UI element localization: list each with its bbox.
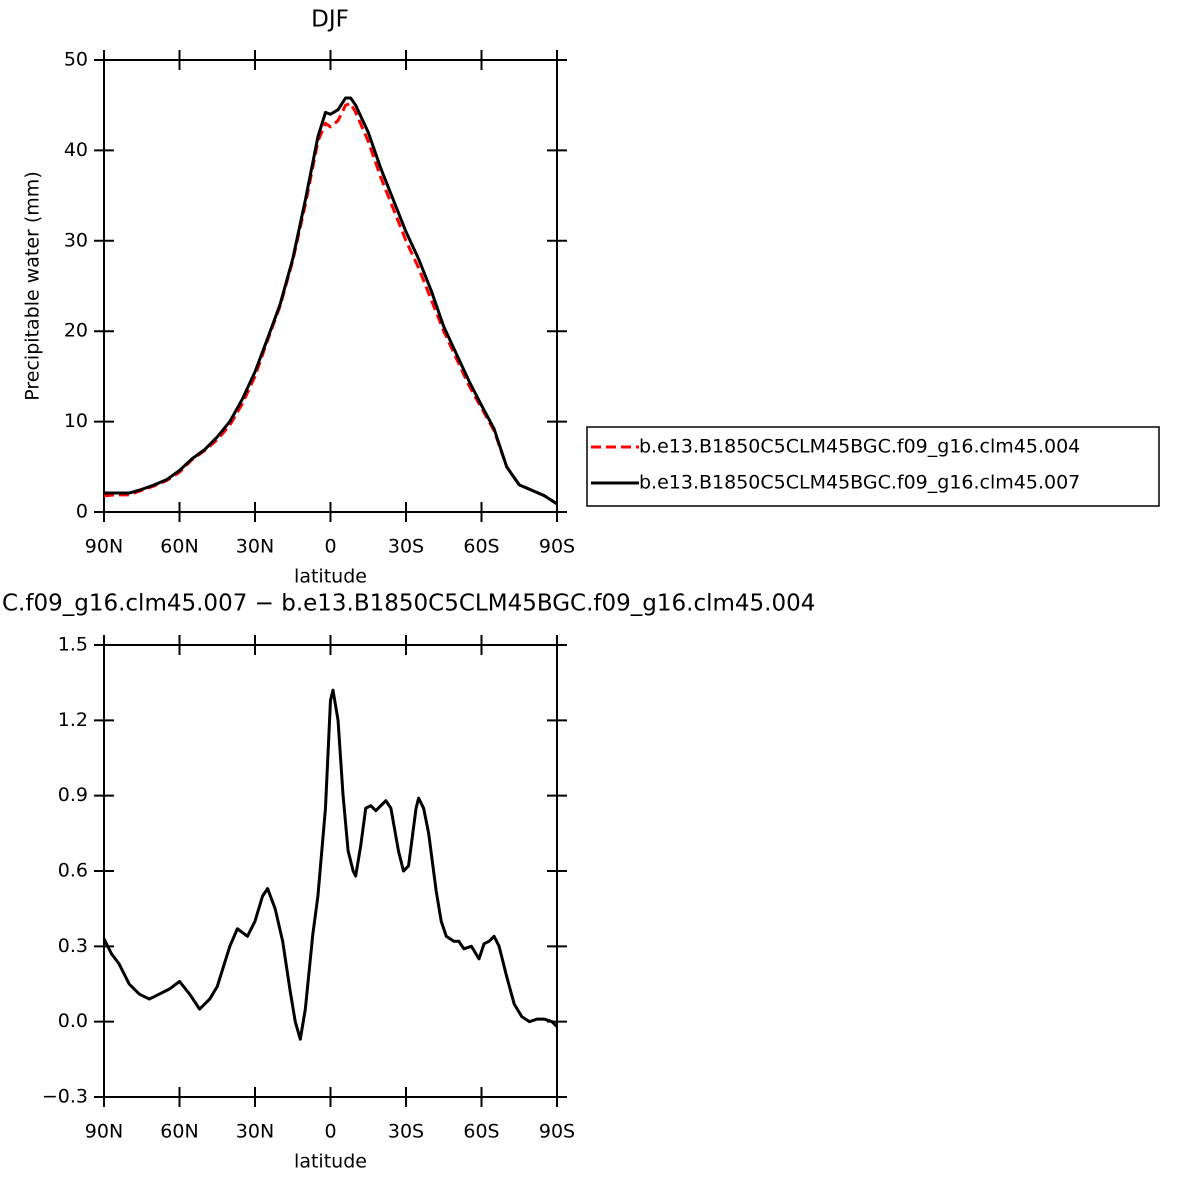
y-tick-label: 0.6	[58, 860, 88, 882]
plot-frame	[103, 59, 558, 513]
x-tick-label: 90S	[539, 536, 575, 558]
x-tick-label: 0	[324, 1121, 336, 1143]
x-axis-label: latitude	[294, 566, 367, 588]
y-tick-label: 1.2	[58, 709, 88, 731]
y-tick-label: 40	[64, 139, 88, 161]
x-tick-label: 30S	[388, 1121, 424, 1143]
data-line	[104, 96, 558, 506]
x-tick-label: 60N	[160, 536, 198, 558]
x-tick-label: 0	[324, 536, 336, 558]
y-tick-label: 20	[64, 320, 88, 342]
data-line	[102, 688, 559, 1041]
data-line	[103, 101, 558, 506]
x-tick-label: 60S	[463, 536, 499, 558]
x-tick-label: 30S	[388, 536, 424, 558]
legend-box	[586, 426, 1160, 507]
y-tick-label: 1.5	[58, 634, 88, 656]
y-tick-label: 0	[76, 501, 88, 523]
y-tick-label: 10	[64, 410, 88, 432]
x-tick-label: 30N	[236, 536, 274, 558]
x-tick-label: 90S	[539, 1121, 575, 1143]
y-tick-label: 0.0	[58, 1010, 88, 1032]
x-tick-label: 60S	[463, 1121, 499, 1143]
x-axis-label: latitude	[294, 1151, 367, 1173]
y-axis-label: Precipitable water (mm)	[22, 171, 44, 400]
x-tick-label: 90N	[85, 536, 123, 558]
y-tick-label: 30	[64, 229, 88, 251]
x-tick-label: 90N	[85, 1121, 123, 1143]
plot-frame	[103, 644, 558, 1098]
chart-title: C.f09_g16.clm45.007 − b.e13.B1850C5CLM45…	[2, 591, 815, 617]
y-tick-label: 50	[64, 49, 88, 71]
legend-label: b.e13.B1850C5CLM45BGC.f09_g16.clm45.004	[639, 436, 1080, 458]
y-axis-label: Precipitable water (mm)	[22, 756, 44, 985]
legend-label: b.e13.B1850C5CLM45BGC.f09_g16.clm45.007	[639, 472, 1080, 494]
x-tick-label: 60N	[160, 1121, 198, 1143]
y-tick-label: 0.3	[58, 935, 88, 957]
chart-title: DJF	[311, 7, 349, 33]
y-tick-label: 0.9	[58, 784, 88, 806]
x-tick-label: 30N	[236, 1121, 274, 1143]
y-tick-label: −0.3	[42, 1086, 88, 1108]
